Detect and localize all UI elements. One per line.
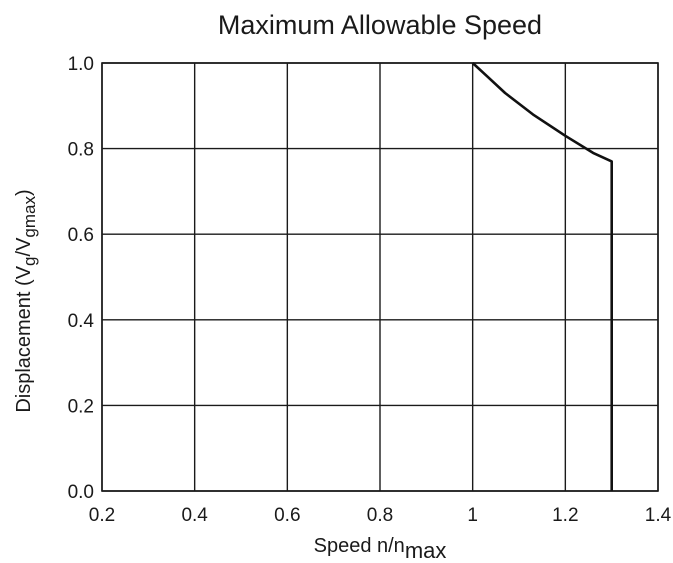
speed-limit-curve xyxy=(471,62,613,491)
y-axis-label: Displacement (Vg/Vgmax) xyxy=(13,189,39,412)
x-tick-label: 1.2 xyxy=(552,505,578,526)
chart-title: Maximum Allowable Speed xyxy=(218,10,542,40)
y-tick-label: 0.8 xyxy=(68,140,94,161)
x-tick-label: 0.2 xyxy=(89,505,115,526)
x-tick-label: 1.4 xyxy=(645,505,672,526)
plot-frame xyxy=(101,62,659,492)
y-tick-label: 0.4 xyxy=(68,311,95,332)
x-tick-label: 1 xyxy=(467,505,478,526)
y-tick-label: 1.0 xyxy=(68,54,94,75)
y-tick-label: 0.6 xyxy=(68,225,94,246)
y-tick-label: 0.0 xyxy=(68,482,94,503)
x-tick-label: 0.4 xyxy=(181,505,208,526)
x-tick-label: 0.8 xyxy=(367,505,393,526)
x-tick-label: 0.6 xyxy=(274,505,300,526)
x-tick-labels: 0.2 0.4 0.6 0.8 1 1.2 1.4 xyxy=(89,505,672,526)
y-tick-label: 0.2 xyxy=(68,396,94,417)
y-tick-labels: 0.0 0.2 0.4 0.6 0.8 1.0 xyxy=(68,54,95,503)
x-axis-label: Speed n/nmax xyxy=(314,535,447,563)
grid xyxy=(101,62,659,492)
